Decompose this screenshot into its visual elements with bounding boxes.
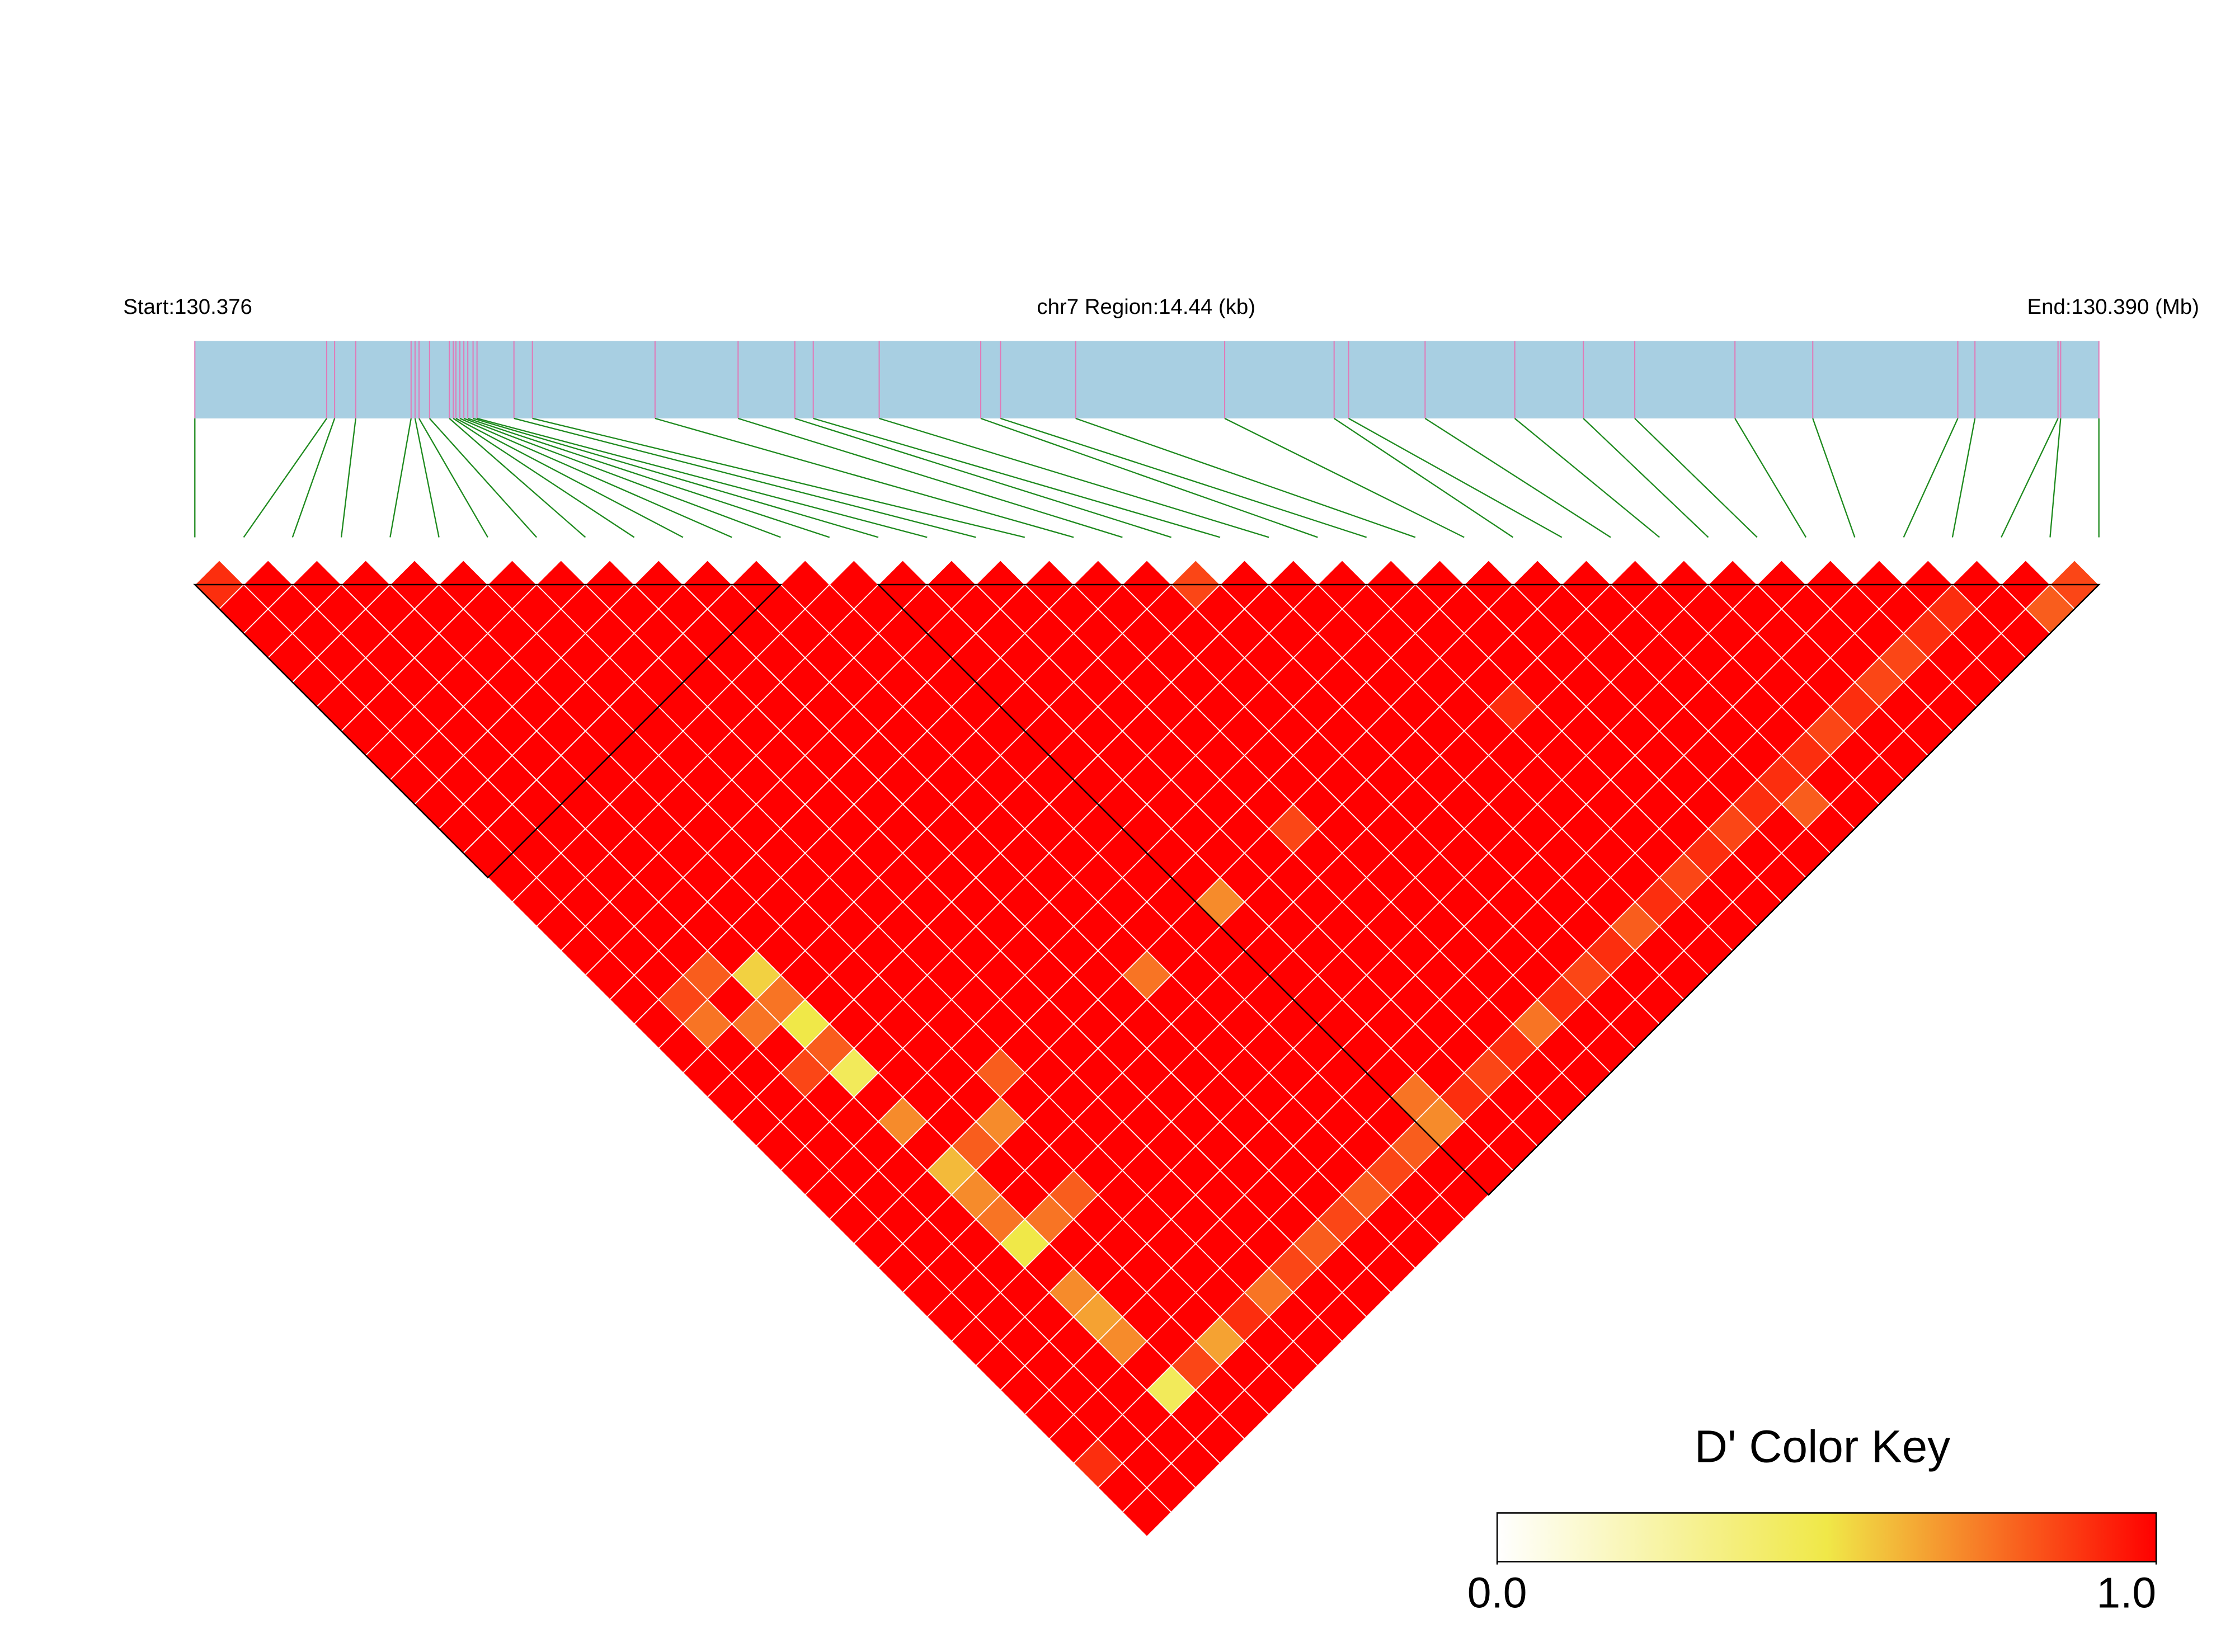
snp-connector xyxy=(1000,417,1367,538)
snp-connector xyxy=(2049,418,2062,538)
snp-connector xyxy=(1348,417,1563,538)
snp-connector xyxy=(340,418,356,538)
snp-connector xyxy=(879,417,1269,538)
snp-connector xyxy=(1424,417,1611,538)
snp-connector xyxy=(1514,418,1660,538)
block-outline xyxy=(876,583,2101,1196)
snp-connector xyxy=(1951,418,1976,538)
snp-connector xyxy=(813,417,1221,538)
snp-connector xyxy=(1075,417,1416,538)
snp-connector xyxy=(794,417,1171,538)
color-key xyxy=(1496,1512,2157,1562)
snp-connector xyxy=(655,417,1074,538)
key-tick-label: 1.0 xyxy=(2096,1569,2156,1617)
snp-connector xyxy=(473,417,879,538)
snp-connector xyxy=(477,417,928,538)
end-label: End:130.390 (Mb) xyxy=(2027,295,2199,319)
snp-connector xyxy=(738,417,1123,538)
snp-connector xyxy=(414,418,440,538)
start-label: Start:130.376 xyxy=(123,295,252,319)
snp-connector xyxy=(1334,417,1514,538)
snp-connector xyxy=(1634,418,1758,538)
snp-connector xyxy=(418,418,488,538)
snp-connector xyxy=(467,417,830,538)
color-key-title: D' Color Key xyxy=(1695,1421,1950,1472)
snp-connector xyxy=(980,417,1318,538)
snp-connector xyxy=(291,418,336,538)
block-outline xyxy=(193,583,783,879)
snp-connector xyxy=(532,417,1025,538)
snp-connector xyxy=(389,418,412,538)
key-tick-label: 0.0 xyxy=(1467,1569,1527,1617)
snp-connector xyxy=(455,417,684,538)
snp-connector xyxy=(429,418,538,538)
snp-connector xyxy=(243,418,327,538)
snp-connector xyxy=(514,417,976,538)
snp-connector xyxy=(459,417,732,538)
region-label: chr7 Region:14.44 (kb) xyxy=(1037,295,1255,319)
snp-connector xyxy=(2001,418,2059,538)
snp-connector xyxy=(453,417,635,538)
snp-connector xyxy=(1903,418,1959,538)
snp-connector xyxy=(463,417,781,538)
snp-connector xyxy=(1812,418,1856,538)
region-bar xyxy=(195,341,2099,418)
snp-connector xyxy=(1734,418,1807,538)
snp-connector xyxy=(449,418,586,538)
snp-connector xyxy=(1583,418,1709,538)
snp-connector xyxy=(1224,417,1465,538)
